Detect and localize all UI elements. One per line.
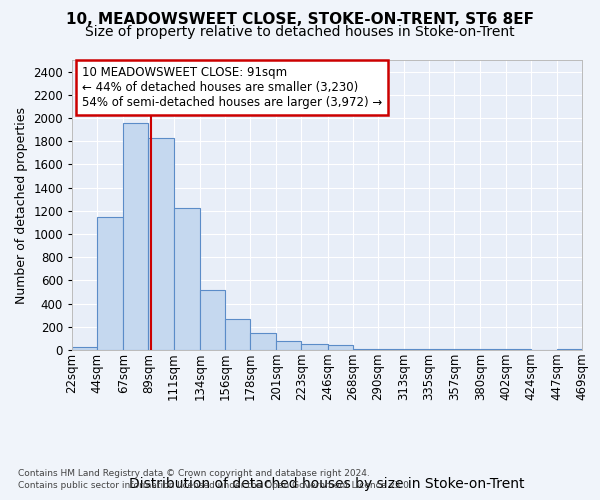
Bar bbox=[200, 290, 225, 350]
Bar bbox=[301, 344, 328, 350]
Text: Contains public sector information licensed under the Open Government Licence v3: Contains public sector information licen… bbox=[18, 481, 412, 490]
Bar bbox=[173, 208, 200, 350]
Bar bbox=[276, 340, 301, 350]
Bar bbox=[225, 320, 250, 350]
Bar bbox=[72, 347, 97, 350]
X-axis label: Distribution of detached houses by size in Stoke-on-Trent: Distribution of detached houses by size … bbox=[129, 477, 525, 491]
Text: Contains HM Land Registry data © Crown copyright and database right 2024.: Contains HM Land Registry data © Crown c… bbox=[18, 468, 370, 477]
Bar bbox=[250, 332, 276, 350]
Text: 10 MEADOWSWEET CLOSE: 91sqm
← 44% of detached houses are smaller (3,230)
54% of : 10 MEADOWSWEET CLOSE: 91sqm ← 44% of det… bbox=[82, 66, 382, 109]
Bar bbox=[124, 122, 148, 350]
Bar bbox=[148, 138, 173, 350]
Text: Size of property relative to detached houses in Stoke-on-Trent: Size of property relative to detached ho… bbox=[85, 25, 515, 39]
Bar bbox=[97, 216, 124, 350]
Text: 10, MEADOWSWEET CLOSE, STOKE-ON-TRENT, ST6 8EF: 10, MEADOWSWEET CLOSE, STOKE-ON-TRENT, S… bbox=[66, 12, 534, 28]
Bar bbox=[328, 346, 353, 350]
Y-axis label: Number of detached properties: Number of detached properties bbox=[14, 106, 28, 304]
